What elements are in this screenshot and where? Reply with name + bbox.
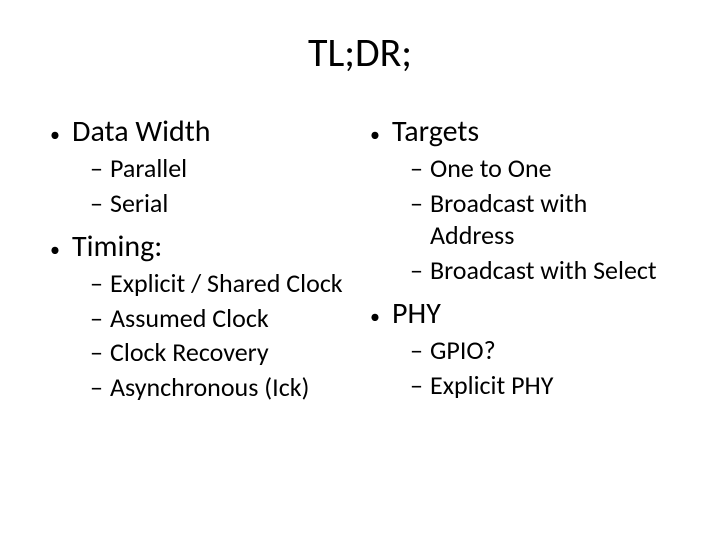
- dash-icon: –: [410, 152, 430, 185]
- list-item: – Explicit PHY: [410, 369, 670, 402]
- item-text: Broadcast with Address: [430, 187, 670, 252]
- heading-targets: • Targets: [370, 114, 670, 150]
- dash-icon: –: [90, 187, 110, 220]
- item-text: GPIO?: [430, 334, 496, 367]
- heading-text: Data Width: [72, 114, 211, 150]
- heading-text: Timing:: [72, 229, 162, 265]
- list-item: – Broadcast with Address: [410, 187, 670, 252]
- item-text: Parallel: [110, 152, 187, 185]
- bullet-icon: •: [370, 305, 392, 329]
- dash-icon: –: [90, 267, 110, 300]
- dash-icon: –: [410, 369, 430, 402]
- list-item: – Serial: [90, 187, 370, 220]
- list-item: – One to One: [410, 152, 670, 185]
- list-item: – Broadcast with Select: [410, 254, 670, 287]
- list-item: – Explicit / Shared Clock: [90, 267, 370, 300]
- list-item: – Clock Recovery: [90, 336, 370, 369]
- list-item: – Assumed Clock: [90, 302, 370, 335]
- bullet-icon: •: [50, 238, 72, 262]
- list-item: – Parallel: [90, 152, 370, 185]
- heading-text: PHY: [392, 296, 441, 332]
- slide-body: • Data Width – Parallel – Serial • Timin…: [50, 110, 670, 403]
- heading-text: Targets: [392, 114, 479, 150]
- item-text: Explicit PHY: [430, 369, 553, 402]
- dash-icon: –: [410, 187, 430, 220]
- two-columns: • Data Width – Parallel – Serial • Timin…: [50, 110, 670, 403]
- bullet-icon: •: [50, 123, 72, 147]
- dash-icon: –: [410, 334, 430, 367]
- left-column: • Data Width – Parallel – Serial • Timin…: [50, 110, 370, 403]
- heading-phy: • PHY: [370, 296, 670, 332]
- item-text: Asynchronous (Ick): [110, 371, 309, 404]
- dash-icon: –: [90, 336, 110, 369]
- item-text: One to One: [430, 152, 552, 185]
- dash-icon: –: [90, 152, 110, 185]
- bullet-icon: •: [370, 123, 392, 147]
- list-item: – Asynchronous (Ick): [90, 371, 370, 404]
- dash-icon: –: [90, 302, 110, 335]
- dash-icon: –: [410, 254, 430, 287]
- item-text: Clock Recovery: [110, 336, 269, 369]
- item-text: Broadcast with Select: [430, 254, 657, 287]
- item-text: Assumed Clock: [110, 302, 269, 335]
- item-text: Serial: [110, 187, 168, 220]
- dash-icon: –: [90, 371, 110, 404]
- slide-title: TL;DR;: [0, 28, 720, 77]
- item-text: Explicit / Shared Clock: [110, 267, 343, 300]
- right-column: • Targets – One to One – Broadcast with …: [370, 110, 670, 403]
- heading-timing: • Timing:: [50, 229, 370, 265]
- list-item: – GPIO?: [410, 334, 670, 367]
- heading-data-width: • Data Width: [50, 114, 370, 150]
- slide: TL;DR; • Data Width – Parallel – Serial: [0, 0, 720, 540]
